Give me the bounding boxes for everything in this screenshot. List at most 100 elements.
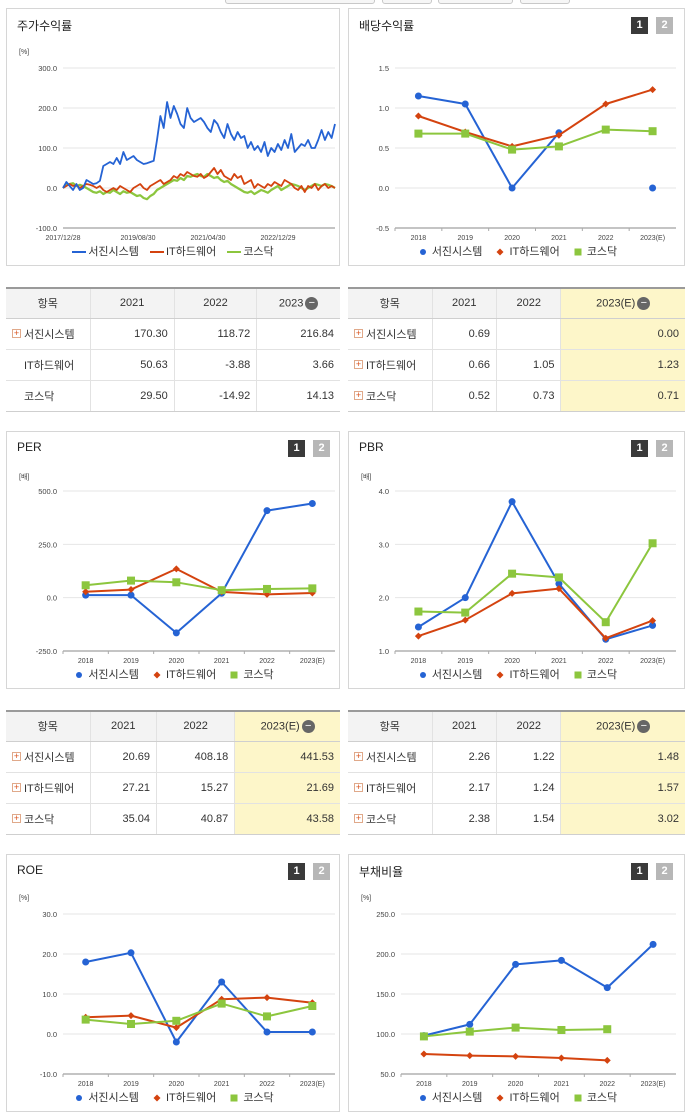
pbr-series-line-s3 [558,576,607,623]
per-x-tick-label: 2023(E) [300,658,325,665]
roe-series-line-s3 [130,1019,177,1025]
per-point-s2 [308,589,316,597]
table-header-cell: 항목 [348,289,432,319]
table-cell: 14.13 [256,380,340,411]
table-cell: 3.66 [256,349,340,381]
debt-series-line-s1 [560,959,608,989]
pbr-point-s1 [555,580,563,588]
pbr-x-tick-label: 2019 [457,658,473,665]
roe-toggle-1[interactable]: 1 [288,863,305,880]
dividend-toggle-1[interactable]: 1 [631,17,648,34]
table-cell: 118.72 [173,318,257,350]
roe-y-tick-label: 10.0 [42,990,57,999]
expand-plus-icon[interactable]: + [12,813,21,824]
roe-title: ROE [17,863,44,877]
expand-plus-icon[interactable]: + [12,328,21,338]
table-header-cell: 2022 [173,289,257,319]
table-cell: 20.69 [89,741,157,773]
roe-point-s3 [263,1012,271,1021]
pbr-toggle-2[interactable]: 2 [656,440,673,457]
pbr-x-tick-label: 2021 [551,658,567,665]
dividend-x-tick-label: 2021 [551,235,567,242]
pbr-point-s1 [508,498,516,506]
per-point-s2 [263,590,271,598]
per-series-line-s3 [130,579,177,584]
per-point-s3 [172,578,181,587]
pbr-panel: PBR 1 2 [배] 4.0 3.0 2.0 1.0 2018 2019 2020 2021… [348,431,685,689]
legend-item-s1: 서진시스템 [416,666,482,682]
roe-point-s2 [127,1012,135,1020]
per-series-line-s2 [266,592,313,596]
per-series-line-s2 [130,567,177,591]
pbr-x-tick-label: 2022 [598,658,614,665]
returns-series-line-s2 [62,167,336,193]
debt-title: 부채비율 [359,865,404,879]
roe-point-s1 [127,949,135,957]
per-series-line-s3 [266,587,313,590]
table-cell: 216.84 [256,318,340,350]
collapse-icon[interactable]: − [301,719,315,733]
dividend-series-line-s1 [511,132,560,189]
table-row: IT하드웨어 50.63 -3.88 3.66 [6,349,340,381]
expand-plus-icon[interactable]: + [354,359,363,369]
per-toggle-1[interactable]: 1 [288,440,305,457]
dividend-point-s2 [555,131,563,139]
per-point-s2 [82,588,90,596]
table-cell: 50.63 [89,349,175,381]
expand-plus-icon[interactable]: + [12,782,21,792]
debt-point-s3 [557,1026,566,1034]
top-control-4[interactable] [520,0,570,4]
per-toggle-2[interactable]: 2 [313,440,330,457]
table-row-name: + 코스닥 [354,813,397,826]
collapse-icon[interactable]: − [637,719,651,733]
roe-toggle-2[interactable]: 2 [313,863,330,880]
debt-legend: 서진시스템 IT하드웨어 코스닥 [349,1089,684,1105]
debt-y-tick-label: 100.0 [376,1030,395,1039]
pbr-series-line-s2 [418,619,466,638]
table-cell: 441.53 [234,741,340,773]
debt-toggle-2[interactable]: 2 [656,863,673,880]
expand-plus-icon[interactable]: + [354,328,363,338]
roe-unit: [%] [19,895,30,902]
debt-x-tick-label: 2020 [508,1081,524,1088]
table-row-name: + 서진시스템 [6,741,90,773]
roe-legend: 서진시스템 IT하드웨어 코스닥 [7,1089,339,1105]
expand-plus-icon[interactable]: + [12,751,21,761]
per-point-s1 [308,499,316,507]
dividend-series-line-s3 [605,128,653,133]
dividend-x-tick-label: 2023(E) [640,235,665,242]
pbr-toggle-1[interactable]: 1 [631,440,648,457]
table-cell: 29.50 [89,380,175,411]
dividend-point-s3 [554,142,563,151]
debt-x-tick-label: 2018 [416,1081,432,1088]
roe-point-s3 [217,999,226,1008]
per-legend: 서진시스템 IT하드웨어 코스닥 [7,666,339,682]
debt-point-s3 [511,1023,520,1032]
roe-series-line-s1 [130,952,178,1043]
dividend-y-tick-label: 0.5 [379,144,389,153]
expand-plus-icon[interactable]: + [354,813,363,824]
table-row: + IT하드웨어 0.66 1.05 1.23 [348,349,685,381]
pbr-point-s2 [602,634,610,642]
pbr-point-s2 [508,589,516,597]
table-header-cell: 2021 [89,289,175,319]
expand-plus-icon[interactable]: + [354,782,363,792]
top-control-1[interactable] [225,0,375,4]
top-control-2[interactable] [382,0,432,4]
expand-plus-icon[interactable]: + [354,390,363,401]
debt-toggle-1[interactable]: 1 [631,863,648,880]
dividend-toggle-2[interactable]: 2 [656,17,673,34]
expand-plus-icon[interactable]: + [354,751,363,761]
top-control-3[interactable] [438,0,513,4]
collapse-icon[interactable]: − [305,296,319,310]
table-cell: 43.58 [234,803,340,834]
table-row: + 서진시스템 170.30 118.72 216.84 [6,318,340,350]
table-cell: 21.69 [234,772,340,804]
debt-series-line-s2 [469,1054,516,1058]
pbr-series-line-s2 [464,592,513,621]
table-cell: -3.88 [173,349,257,381]
debt-series-line-s3 [561,1028,608,1031]
collapse-icon[interactable]: − [637,296,651,310]
debt-series-line-s1 [423,1023,470,1037]
pbr-chart: 4.0 3.0 2.0 1.0 2018 2019 2020 2021 2022 2023(E) [379,487,676,665]
